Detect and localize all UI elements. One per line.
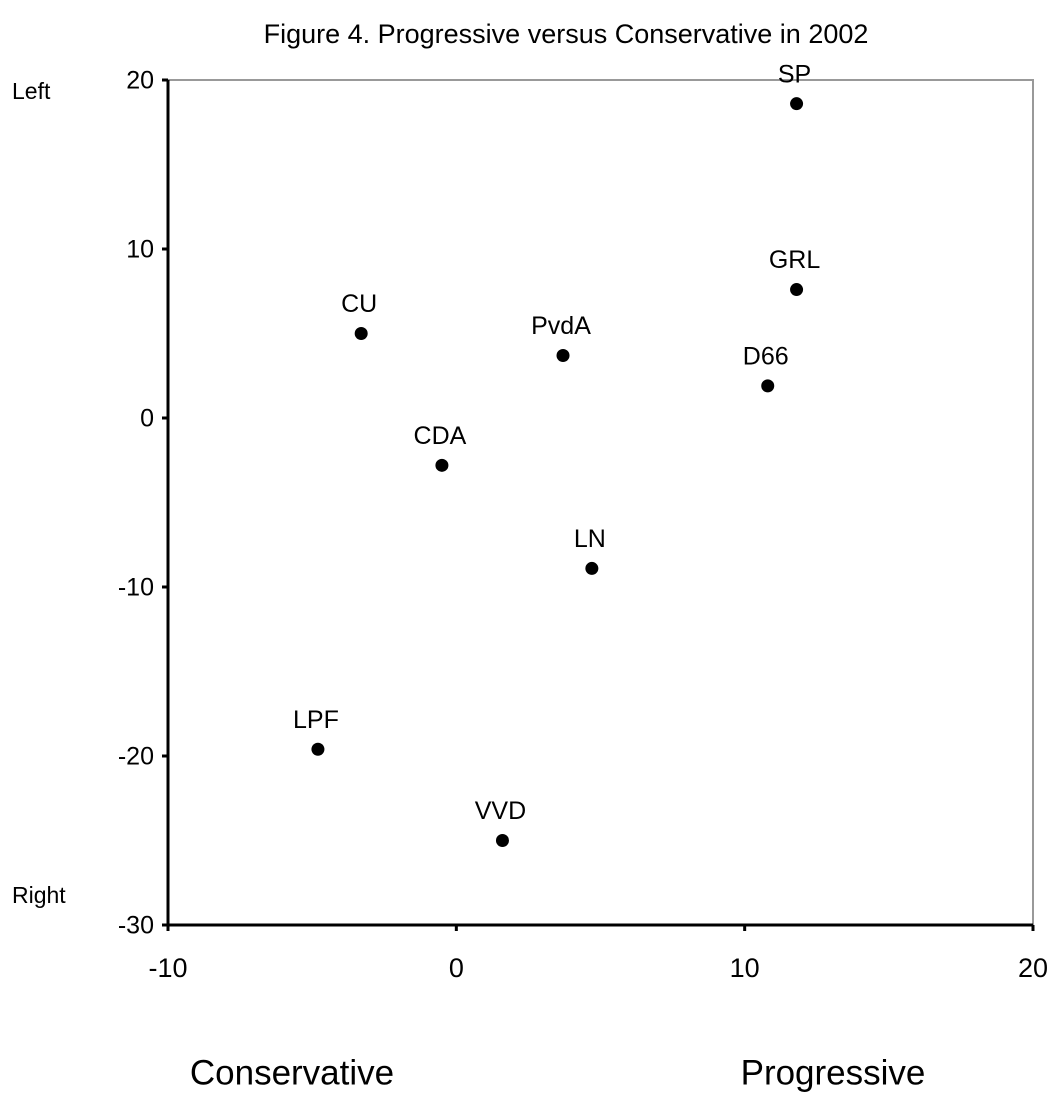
x-tick-label: 20 (1018, 953, 1048, 983)
y-tick-label: 10 (126, 236, 154, 264)
point-label: LPF (293, 706, 339, 734)
point-label: GRL (769, 246, 821, 274)
x-tick-label: 0 (449, 953, 464, 983)
point (556, 348, 570, 362)
plot-frame (167, 79, 1034, 926)
y-label-bottom: Right (12, 882, 66, 908)
point (354, 327, 368, 340)
point-label: VVD (475, 797, 526, 825)
y-tick-label: -30 (118, 912, 154, 940)
y-tick-label: -20 (118, 743, 154, 771)
point-label: CU (341, 290, 377, 318)
point (790, 283, 804, 297)
x-label-left: Conservative (190, 1053, 394, 1092)
y-tick-label: 0 (140, 405, 154, 433)
x-tick-label: -10 (148, 953, 187, 983)
point-label: PvdA (531, 312, 591, 340)
point-label: LN (574, 525, 606, 553)
y-label-top: Left (12, 78, 51, 104)
chart-title: Figure 4. Progressive versus Conservativ… (264, 19, 869, 49)
point (585, 561, 599, 575)
point (435, 458, 449, 472)
point (790, 97, 804, 111)
point (311, 742, 325, 756)
point (495, 834, 509, 847)
y-tick-label: -10 (118, 574, 154, 602)
point (761, 379, 775, 393)
y-tick-label: 20 (126, 67, 154, 95)
point-label: SP (778, 60, 811, 88)
point-label: CDA (414, 422, 467, 450)
point-label: D66 (743, 342, 789, 370)
x-tick-label: 10 (730, 953, 760, 983)
x-label-right: Progressive (741, 1053, 926, 1092)
